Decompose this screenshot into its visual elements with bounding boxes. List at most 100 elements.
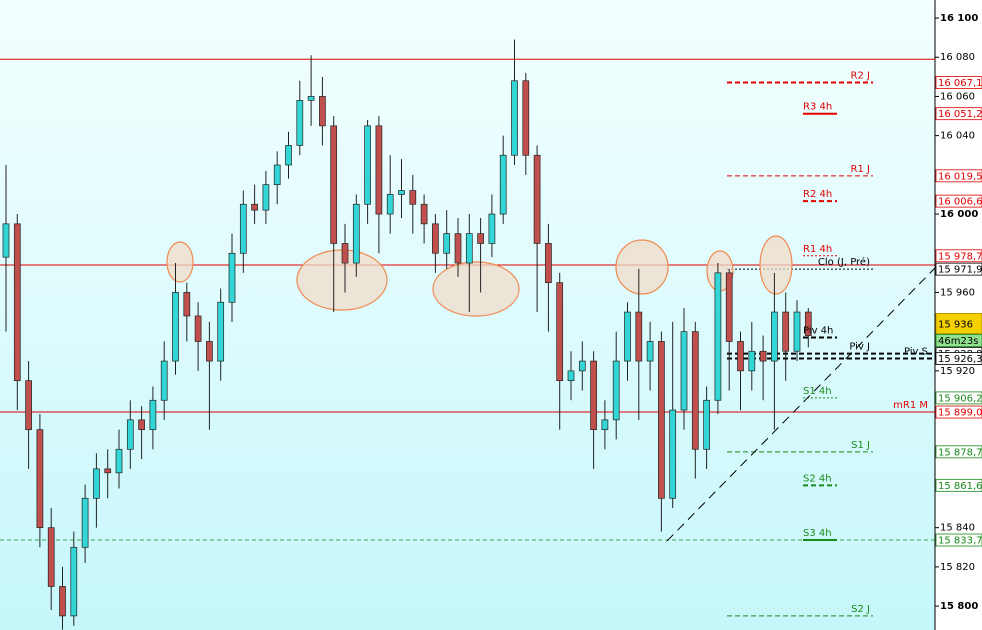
candles [2, 39, 812, 630]
value-box-label: 16 006,6 [938, 197, 982, 208]
candle-body [545, 243, 552, 284]
candle-body [669, 409, 677, 499]
candle-body [47, 527, 55, 587]
candle-body [126, 419, 134, 450]
value-box [935, 76, 982, 89]
candle-body [737, 341, 744, 372]
current-price-box [935, 313, 982, 335]
value-box [935, 194, 982, 208]
candle-body [691, 331, 699, 450]
candle-body [612, 360, 620, 421]
candle-body [578, 360, 586, 372]
y-tick-label: 15 960 [940, 287, 975, 298]
annotation-ellipse [615, 239, 669, 295]
candle-body [477, 233, 484, 244]
candle-body [285, 145, 292, 166]
candle-body [590, 360, 597, 431]
value-box [935, 107, 982, 121]
value-box [935, 533, 982, 547]
countdown-box [935, 334, 982, 348]
candle-body [646, 341, 654, 362]
value-box [935, 249, 982, 263]
candle-body [93, 468, 100, 499]
candle-body [59, 586, 66, 617]
value-box [935, 352, 982, 365]
candle-body [488, 213, 496, 244]
candle-body [104, 468, 112, 474]
y-tick-label: 16 060 [940, 91, 975, 102]
candle-body [296, 100, 304, 146]
value-box [935, 169, 982, 183]
y-tick-label: 15 820 [940, 562, 975, 573]
candle-body [262, 184, 270, 211]
candle-body [703, 399, 710, 450]
candle-body [319, 96, 326, 127]
y-tick-label: 16 080 [940, 52, 975, 63]
candle-body [386, 194, 394, 215]
candle-body [160, 360, 168, 401]
annotation-ellipse [432, 261, 520, 317]
annotation-ellipse [166, 241, 194, 283]
candle-body [409, 190, 417, 205]
candle-body [228, 252, 236, 303]
candle-body [352, 203, 360, 264]
candle-body [771, 311, 778, 362]
value-box [935, 478, 982, 492]
value-box-label: 15 926,3 [938, 354, 982, 365]
candle-body [206, 341, 213, 362]
trendline [666, 267, 936, 542]
annotations [166, 235, 793, 317]
candle-body [782, 311, 790, 352]
level-label: R2 J [851, 71, 870, 82]
candle-body [658, 341, 665, 499]
value-box [935, 391, 982, 405]
candle-body [567, 370, 575, 382]
value-box [935, 262, 982, 276]
candle-body [341, 243, 349, 264]
candle-body [624, 311, 631, 362]
candle-body [454, 233, 462, 264]
candle-body [149, 399, 157, 431]
candle-body [793, 311, 801, 352]
candle-body [194, 315, 202, 342]
y-tick-label: 15 800 [940, 601, 978, 612]
candle-body [511, 80, 518, 156]
candle-body [522, 80, 530, 156]
level-label: Piv S [904, 347, 928, 358]
candle-body [533, 154, 541, 244]
y-tick-label: 16 100 [940, 13, 978, 24]
candle-body [432, 223, 439, 254]
value-box-label: 15 861,6 [938, 481, 982, 492]
candle-body [556, 282, 564, 382]
value-box-label: 16 019,5 [938, 171, 982, 182]
level-label: S1 J [851, 440, 870, 451]
candle-body [804, 311, 812, 336]
level-label: Piv 4h [803, 326, 833, 337]
level-label: S3 4h [803, 528, 832, 539]
value-box-label: 15 906,2 [938, 393, 982, 404]
candle-body [375, 125, 383, 215]
value-box-label: 15 833,7 [938, 536, 982, 547]
candle-body [714, 272, 722, 401]
candle-body [138, 419, 145, 431]
value-box-label: 15 978,7 [938, 251, 982, 262]
candle-body [748, 350, 756, 372]
candle-body [420, 203, 428, 225]
value-box-label: 15 971,9 [938, 265, 982, 276]
candle-body [601, 419, 609, 431]
y-tick-label: 15 840 [940, 523, 975, 534]
candle-body [70, 546, 78, 617]
candle-body [2, 223, 10, 258]
level-label: mR1 M [893, 400, 928, 411]
candle-body [115, 448, 123, 474]
value-box-label: 15 899,0 [938, 408, 982, 419]
candle-body [36, 429, 44, 529]
current-price-label: 15 936 [938, 320, 973, 331]
level-label: S2 J [851, 604, 870, 615]
candle-body [465, 233, 473, 264]
candle-body [172, 292, 179, 362]
candle-body [364, 125, 371, 205]
candle-body [330, 125, 338, 244]
candle-body [25, 380, 32, 431]
candle-body [307, 96, 315, 101]
